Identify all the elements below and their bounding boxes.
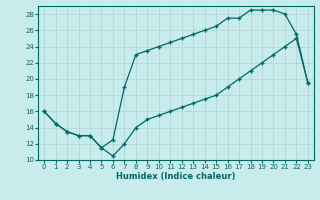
X-axis label: Humidex (Indice chaleur): Humidex (Indice chaleur) [116,172,236,181]
